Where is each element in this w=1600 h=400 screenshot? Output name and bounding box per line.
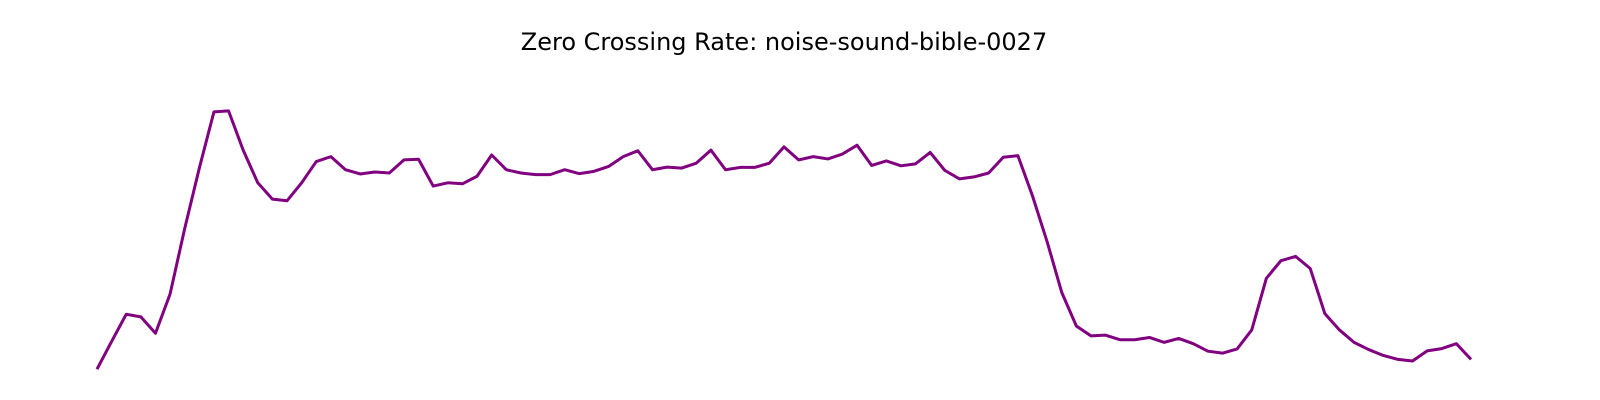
plot-area (95, 109, 1473, 370)
chart-title: Zero Crossing Rate: noise-sound-bible-00… (520, 28, 1048, 56)
series-line-0 (95, 109, 1473, 370)
